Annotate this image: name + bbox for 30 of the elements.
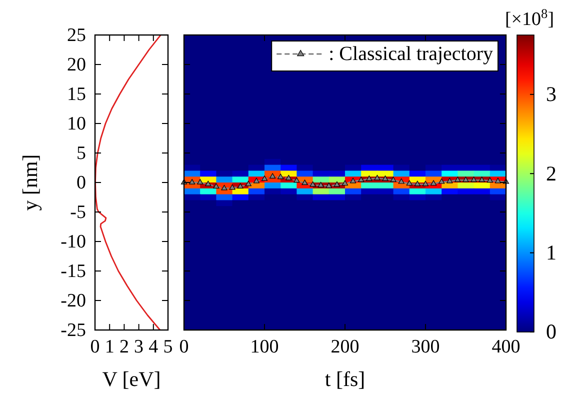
x-tick-label: 200 [330, 336, 360, 358]
x-tick-label: 100 [250, 336, 279, 358]
x-tick-label: 3 [134, 336, 144, 358]
x-tick-label: 1 [104, 336, 114, 358]
y-tick-label: -15 [60, 261, 86, 282]
color-bar-title: [×10$^{8}$] [504, 6, 554, 30]
y-axis-title: y [nm] [18, 154, 42, 211]
x-axis-title: V [eV] [102, 367, 161, 391]
y-tick-label: 25 [67, 25, 86, 46]
y-tick-label: 20 [67, 54, 86, 76]
y-tick-label: -5 [70, 202, 86, 224]
x-tick-label: 400 [492, 336, 520, 358]
y-tick-label: 0 [76, 172, 86, 194]
color-bar-label: 2 [546, 161, 556, 186]
legend-label: : Classical trajectory [328, 43, 493, 65]
y-tick-label: 15 [67, 84, 86, 106]
x-tick-label: 4 [148, 336, 159, 358]
y-tick-label: 10 [67, 114, 86, 135]
color-bar-label: 1 [546, 240, 556, 265]
x-tick-label: 2 [119, 336, 129, 358]
y-tick-label: -20 [60, 290, 86, 312]
x-tick-label: 300 [411, 336, 440, 358]
x-tick-label: 0 [90, 336, 100, 358]
y-tick-label: -25 [60, 320, 86, 342]
x-tick-label: 0 [179, 336, 189, 358]
x-axis-title: t [fs] [324, 367, 366, 391]
y-tick-label: -10 [60, 232, 86, 253]
x-tick-label: 5 [163, 336, 173, 358]
color-bar-label: 3 [546, 82, 556, 106]
y-tick-label: 5 [76, 143, 86, 164]
